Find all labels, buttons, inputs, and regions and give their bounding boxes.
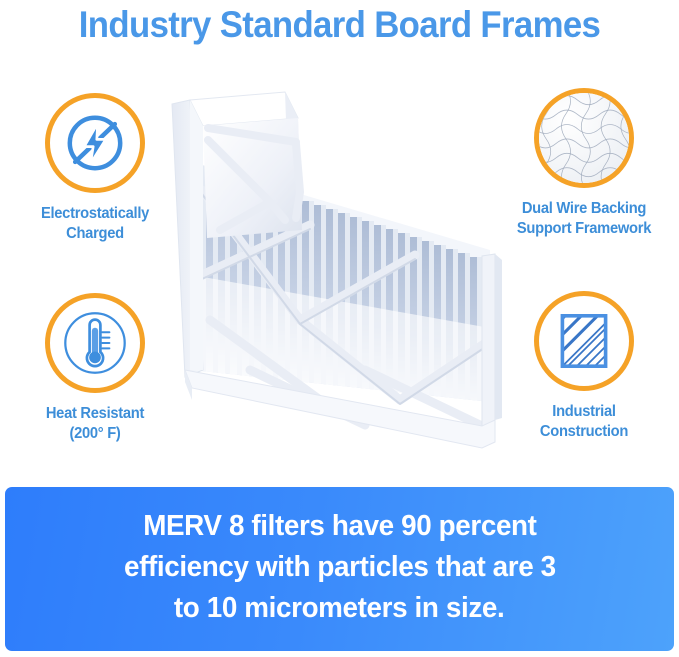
caption-line-1: Dual Wire Backing bbox=[521, 200, 647, 217]
filter-left-post bbox=[171, 99, 204, 378]
page-title: Industry Standard Board Frames bbox=[78, 4, 601, 45]
caption-line-2: Charged bbox=[66, 225, 124, 242]
caption-line-2: Construction bbox=[539, 423, 629, 440]
feature-caption: Heat Resistant (200° F) bbox=[10, 404, 181, 444]
caption-line-1: Electrostatically bbox=[40, 205, 150, 222]
caption-line-1: Heat Resistant bbox=[45, 405, 145, 422]
feature-icon-ring bbox=[534, 291, 634, 391]
merv-info-banner: MERV 8 filters have 90 percent efficienc… bbox=[5, 487, 674, 651]
banner-line-3: to 10 micrometers in size. bbox=[174, 591, 505, 624]
banner-line-1: MERV 8 filters have 90 percent bbox=[142, 509, 537, 542]
caption-line-1: Industrial bbox=[552, 403, 616, 420]
lattice-grid-icon bbox=[560, 314, 608, 368]
feature-icon-ring bbox=[45, 293, 145, 393]
thermometer-icon bbox=[64, 312, 126, 374]
feature-caption: Dual Wire Backing Support Framework bbox=[499, 199, 670, 239]
no-static-lightning-bolt-icon bbox=[67, 115, 123, 171]
product-image-air-filter bbox=[150, 70, 510, 480]
feature-dual-wire-backing: Dual Wire Backing Support Framework bbox=[494, 88, 674, 239]
feature-industrial-construction: Industrial Construction bbox=[494, 291, 674, 442]
feature-caption: Electrostatically Charged bbox=[10, 204, 181, 244]
feature-icon-ring bbox=[534, 88, 634, 188]
feature-heat-resistant: Heat Resistant (200° F) bbox=[5, 293, 185, 444]
banner-line-2: efficiency with particles that are 3 bbox=[123, 550, 556, 583]
feature-caption: Industrial Construction bbox=[499, 402, 670, 442]
caption-line-2: Support Framework bbox=[516, 220, 652, 237]
filter-corner-brace bbox=[204, 124, 305, 234]
filter-support-struts bbox=[197, 185, 495, 430]
filter-bottom-rail bbox=[184, 369, 496, 449]
caption-line-2: (200° F) bbox=[69, 425, 121, 442]
feature-icon-ring bbox=[45, 93, 145, 193]
wire-mesh-photo-icon bbox=[539, 93, 629, 183]
feature-electrostatically-charged: Electrostatically Charged bbox=[5, 93, 185, 244]
